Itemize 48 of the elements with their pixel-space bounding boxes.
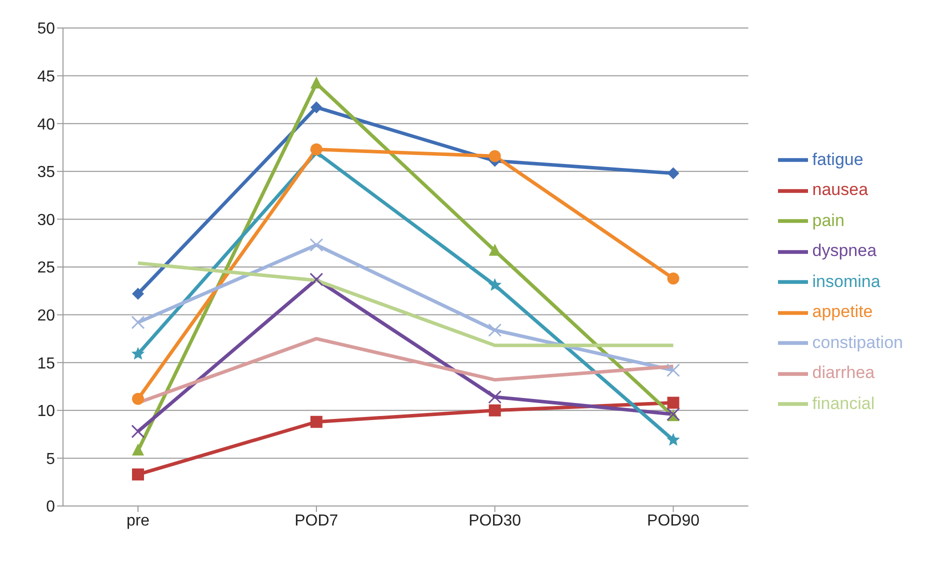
point <box>666 364 680 377</box>
x-tick-label: POD30 <box>468 512 522 530</box>
point <box>666 433 680 446</box>
point <box>310 272 324 286</box>
legend-label: diarrhea <box>812 363 875 382</box>
legend-label: nausea <box>812 180 868 200</box>
point <box>488 323 502 337</box>
y-tick-label: 30 <box>37 212 56 229</box>
y-tick-label: 50 <box>37 20 56 38</box>
point <box>310 416 322 428</box>
legend-label: pain <box>812 210 844 230</box>
x-tick-label: POD90 <box>647 512 700 530</box>
point <box>132 468 144 480</box>
point <box>488 244 501 256</box>
point <box>667 396 680 409</box>
legend-label: appetite <box>812 302 873 322</box>
point <box>132 288 144 300</box>
y-tick-label: 0 <box>46 498 56 516</box>
point <box>488 390 502 404</box>
y-tick-label: 5 <box>46 450 56 468</box>
y-tick-label: 20 <box>37 307 56 324</box>
legend-label: fatigue <box>812 150 864 169</box>
y-tick-label: 25 <box>37 260 56 277</box>
legend-label: constipation <box>812 332 903 352</box>
point <box>667 272 680 284</box>
legend-label: financial <box>812 394 875 413</box>
point <box>667 167 680 180</box>
point <box>310 143 322 156</box>
y-tick-label: 35 <box>37 164 56 182</box>
point <box>131 316 145 330</box>
x-tick-label: POD7 <box>294 512 338 530</box>
legend-label: insomina <box>812 272 880 291</box>
point <box>132 444 144 456</box>
y-tick-label: 10 <box>37 403 56 420</box>
point <box>310 238 324 252</box>
y-tick-label: 15 <box>37 355 56 372</box>
y-tick-label: 40 <box>37 116 56 134</box>
point <box>131 346 145 360</box>
x-tick-label: pre <box>126 512 150 530</box>
y-tick-label: 45 <box>37 68 56 86</box>
point <box>132 392 144 405</box>
point <box>488 404 501 416</box>
point <box>488 150 501 162</box>
legend-label: dyspnea <box>812 241 877 260</box>
point <box>310 101 322 114</box>
point <box>131 424 145 438</box>
point <box>310 76 322 88</box>
point <box>488 278 502 291</box>
